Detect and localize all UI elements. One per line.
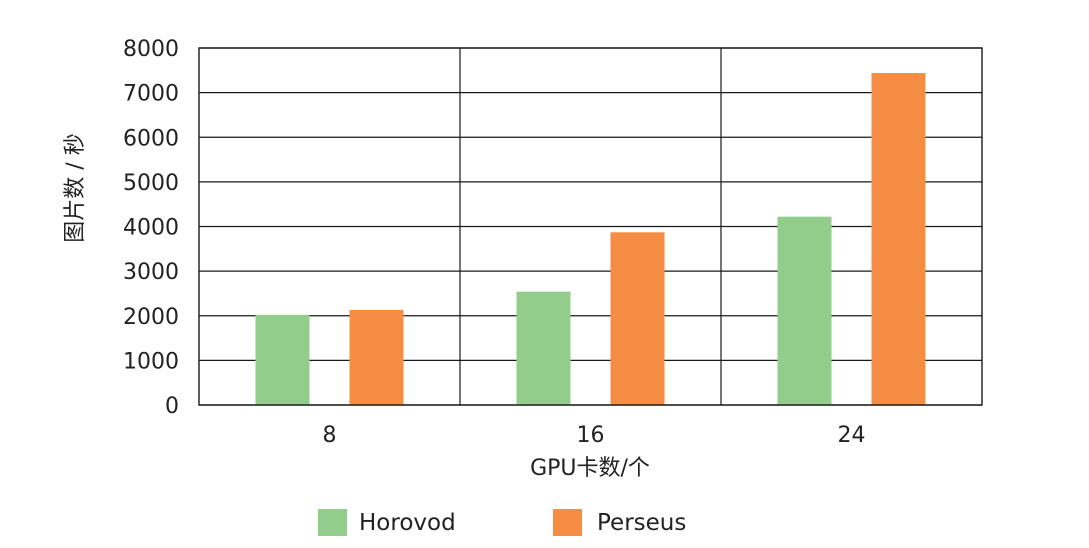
bar-horovod-24 [777,216,832,405]
y-tick-label: 1000 [123,349,179,374]
plot-border [198,47,983,406]
x-axis-title: GPU卡数/个 [530,456,650,481]
y-tick-label: 4000 [123,216,179,241]
y-axis-title: 图片数 / 秒 [63,133,88,242]
bar-perseus-16 [610,232,665,405]
legend-label-perseus: Perseus [597,510,686,536]
x-tick-label: 8 [323,423,337,448]
legend: Horovod Perseus [318,509,686,536]
legend-swatch-horovod [318,509,347,536]
y-tick-label: 6000 [123,126,179,151]
y-tick-label: 0 [165,394,179,419]
y-tick-label: 5000 [123,171,179,196]
bar-horovod-8 [255,314,310,405]
y-tick-label: 2000 [123,305,179,330]
grid-lines [199,47,982,406]
legend-label-horovod: Horovod [359,510,456,536]
legend-swatch-perseus [553,509,582,536]
y-tick-label: 7000 [123,82,179,107]
x-tick-labels: 8 16 24 [323,423,866,448]
y-tick-label: 3000 [123,260,179,285]
y-tick-label: 8000 [123,37,179,62]
plot-frame [198,47,983,406]
bar-horovod-16 [516,291,571,405]
bars [255,72,926,406]
x-tick-label: 24 [838,423,866,448]
y-tick-labels: 0 1000 2000 3000 4000 5000 6000 7000 8000 [123,37,179,419]
bar-perseus-8 [349,309,404,405]
x-tick-label: 16 [577,423,605,448]
bar-perseus-24 [871,72,926,406]
